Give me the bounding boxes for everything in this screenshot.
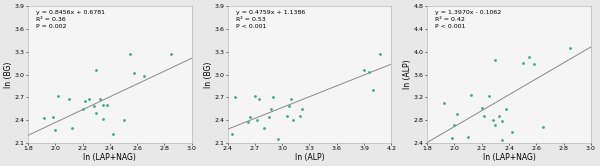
Point (497, 139, 507, 141)
Point (466, 93, 476, 96)
Point (477, 106, 487, 109)
Point (488, 119, 497, 122)
Point (298, 107, 307, 110)
Point (259, 126, 269, 129)
Point (103, 104, 112, 106)
Point (245, 116, 255, 119)
Text: y = 0.8456x + 0.6781
R² = 0.36
P = 0.002: y = 0.8456x + 0.6781 R² = 0.36 P = 0.002 (36, 10, 105, 29)
Point (484, 95, 493, 98)
Y-axis label: ln (BG): ln (BG) (4, 61, 13, 88)
Point (78, 107, 88, 110)
Point (230, 96, 239, 99)
Point (64, 98, 74, 100)
Point (98, 104, 108, 106)
Point (491, 59, 500, 62)
Point (119, 119, 128, 122)
Point (268, 96, 278, 99)
Point (288, 119, 298, 122)
Point (296, 115, 305, 118)
Point (273, 138, 283, 140)
Point (264, 116, 274, 119)
Point (439, 102, 448, 104)
Point (359, 69, 369, 71)
Point (91, 111, 101, 114)
Point (494, 114, 504, 117)
Point (524, 56, 534, 59)
Point (130, 72, 139, 74)
Point (98, 117, 108, 120)
Point (227, 132, 237, 135)
Point (502, 107, 511, 110)
Point (80, 100, 90, 102)
Point (40, 117, 49, 119)
Point (566, 47, 575, 50)
Point (139, 75, 149, 77)
Point (266, 107, 276, 110)
Point (108, 132, 118, 135)
Point (85, 98, 94, 100)
Y-axis label: ln (BG): ln (BG) (204, 61, 213, 88)
Point (376, 53, 385, 55)
Point (95, 98, 105, 100)
Point (167, 53, 176, 55)
Point (497, 120, 507, 123)
Point (529, 63, 538, 66)
X-axis label: ln (LAP+NAG): ln (LAP+NAG) (482, 153, 535, 162)
X-axis label: ln (LAP+NAG): ln (LAP+NAG) (83, 153, 136, 162)
Point (50, 129, 60, 131)
Point (254, 98, 264, 100)
Point (491, 123, 500, 126)
Point (284, 105, 294, 108)
Point (518, 62, 527, 65)
Text: y = 1.3970x - 0.1062
R² = 0.42
P < 0.001: y = 1.3970x - 0.1062 R² = 0.42 P < 0.001 (436, 10, 502, 29)
Point (286, 98, 296, 100)
Point (89, 105, 98, 108)
Text: y = 0.4759x + 1.1386
R² = 0.53
P < 0.001: y = 0.4759x + 1.1386 R² = 0.53 P < 0.001 (236, 10, 305, 29)
Point (250, 94, 260, 97)
Point (125, 53, 135, 55)
Point (463, 136, 473, 139)
Point (53, 94, 63, 97)
Point (282, 115, 292, 118)
Point (67, 126, 76, 129)
Point (368, 88, 378, 91)
Point (364, 71, 373, 74)
X-axis label: ln (ALP): ln (ALP) (295, 153, 324, 162)
Point (243, 120, 253, 123)
Point (538, 126, 548, 128)
Point (91, 69, 101, 71)
Point (507, 130, 517, 133)
Point (447, 137, 457, 140)
Y-axis label: ln (ALP): ln (ALP) (403, 60, 412, 89)
Point (479, 114, 489, 117)
Point (452, 113, 462, 116)
Point (252, 119, 262, 122)
Point (449, 123, 459, 126)
Point (48, 116, 58, 119)
